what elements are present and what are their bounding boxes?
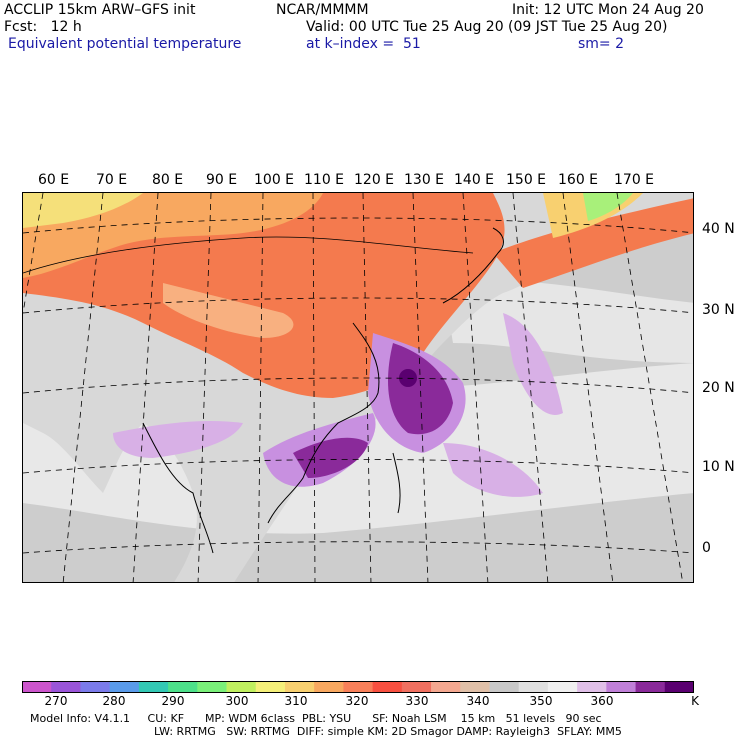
colorbar — [22, 681, 694, 693]
colorbar-swatch — [664, 681, 694, 693]
colorbar-swatch — [284, 681, 315, 693]
lon-label: 170 E — [614, 172, 655, 188]
colorbar-unit: K — [691, 694, 699, 708]
colorbar-swatch — [314, 681, 344, 693]
theta-e-map — [22, 192, 694, 583]
border-line — [23, 236, 474, 274]
lon-label: 110 E — [304, 172, 345, 188]
colorbar-swatch — [226, 681, 257, 693]
colorbar-tick: 300 — [225, 694, 249, 708]
forecast-hour: Fcst: 12 h — [4, 19, 82, 35]
colorbar-swatch — [431, 681, 461, 693]
lat-label: 20 N — [702, 380, 735, 396]
organization-label: NCAR/MMMM — [276, 2, 369, 18]
colorbar-tick: 340 — [466, 694, 490, 708]
colorbar-swatch — [547, 681, 578, 693]
colorbar-swatch — [51, 681, 81, 693]
south-china-sea-core — [293, 437, 368, 478]
colorbar-tick: 360 — [590, 694, 614, 708]
lon-label: 80 E — [152, 172, 184, 188]
lon-label: 150 E — [506, 172, 547, 188]
india-coast — [142, 422, 214, 554]
warm-band-far-north — [23, 193, 143, 228]
smoothing-label: sm= 2 — [578, 36, 625, 52]
colorbar-border — [22, 681, 694, 693]
model-info: Model Info: V4.1.1 CU: KF MP: WDM 6class… — [30, 712, 602, 725]
colorbar-swatch — [460, 681, 490, 693]
colorbar-tick: 320 — [345, 694, 369, 708]
colorbar-tick: 310 — [284, 694, 308, 708]
colorbar-swatch — [138, 681, 169, 693]
colorbar-swatch — [401, 681, 432, 693]
colorbar-swatch — [80, 681, 111, 693]
lon-label: 160 E — [558, 172, 599, 188]
lat-label: 30 N — [702, 302, 735, 318]
lon-label: 60 E — [38, 172, 70, 188]
colorbar-swatch — [489, 681, 520, 693]
init-time: Init: 12 UTC Mon 24 Aug 20 — [512, 2, 704, 18]
green-patch-northeast — [583, 193, 633, 221]
colorbar-swatch — [255, 681, 286, 693]
colorbar-tick: 350 — [529, 694, 553, 708]
colorbar-swatch — [168, 681, 198, 693]
physics-info: LW: RRTMG SW: RRTMG DIFF: simple KM: 2D … — [154, 725, 622, 738]
colorbar-swatch — [22, 681, 52, 693]
colorbar-tick: 330 — [405, 694, 429, 708]
lon-label: 90 E — [206, 172, 238, 188]
typhoon-body — [388, 343, 453, 435]
colorbar-tick: 290 — [161, 694, 185, 708]
lon-label: 120 E — [354, 172, 395, 188]
lat-label: 0 — [702, 540, 711, 556]
colorbar-swatch — [635, 681, 666, 693]
colorbar-swatch — [372, 681, 403, 693]
china-coast — [267, 322, 380, 524]
warm-band-northeast — [493, 198, 693, 288]
field-name: Equivalent potential temperature — [8, 36, 242, 52]
colorbar-swatch — [606, 681, 637, 693]
graticule — [23, 193, 693, 582]
level-index: at k–index = 51 — [306, 36, 421, 52]
pacific-purple-south — [443, 443, 543, 497]
philippines-coast — [392, 452, 401, 514]
lon-label: 70 E — [96, 172, 128, 188]
valid-time: Valid: 00 UTC Tue 25 Aug 20 (09 JST Tue … — [306, 19, 668, 35]
colorbar-swatch — [343, 681, 374, 693]
pacific-band — [443, 280, 693, 363]
model-title: ACCLIP 15km ARW–GFS init — [4, 2, 196, 18]
colorbar-swatch — [518, 681, 549, 693]
lon-label: 100 E — [254, 172, 295, 188]
lon-label: 140 E — [454, 172, 495, 188]
bay-of-bengal-purple — [113, 421, 243, 458]
pacific-purple-streak — [503, 313, 563, 415]
korea-japan-coast — [442, 227, 504, 304]
colorbar-swatch — [577, 681, 607, 693]
lat-label: 10 N — [702, 459, 735, 475]
lat-label: 40 N — [702, 221, 735, 237]
colorbar-tick: 270 — [44, 694, 68, 708]
colorbar-tick: 280 — [102, 694, 126, 708]
colorbar-swatch — [197, 681, 228, 693]
lon-label: 130 E — [404, 172, 445, 188]
colorbar-swatch — [109, 681, 140, 693]
tibet-patch — [163, 283, 294, 338]
